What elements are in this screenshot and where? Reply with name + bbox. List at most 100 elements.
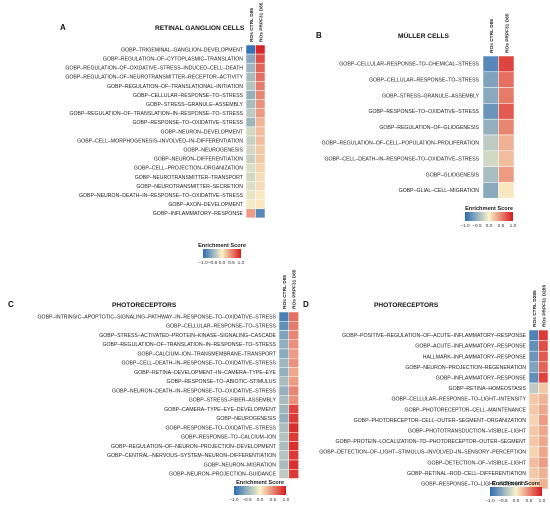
heatmap-cell [528, 456, 539, 469]
heatmap-cell [245, 44, 256, 55]
row-label: GOBP–REGULATION–OF–TRANSLATION–IN–RESPON… [102, 342, 276, 348]
row-label: GOBP–STRESS–GRANULE–ASSEMBLY [146, 102, 244, 108]
heatmap-cell [288, 413, 299, 424]
heatmap-cell [528, 372, 539, 384]
legend-title: Enrichment Score [465, 206, 513, 212]
legend-tick-label: −0.5 [208, 260, 218, 266]
row-label: GOBP–DETECTION–OF–VISIBLE–LIGHT [427, 460, 526, 466]
heatmap-cell [245, 53, 256, 64]
legend-tick-label: −1.0 [460, 223, 470, 229]
column-label: ROs PRPF31 D85 [504, 13, 510, 53]
row-label: GOBP–CELL–PROJECTION–ORGANIZATION [134, 166, 243, 172]
heatmap-cell [288, 367, 299, 377]
column-label: ROs CTRL D85 [489, 19, 495, 53]
row-label: GOBP–RESPONSE–TO–OXIDATIVE–STRESS [368, 109, 479, 115]
row-label: HALLMARK–INFLAMMATORY–RESPONSE [423, 354, 527, 360]
heatmap-panel-d: D PHOTORECEPTORS ROs CTRL D285 ROs PRPF31 D… [303, 285, 549, 504]
heatmap-cell [538, 329, 549, 341]
legend-tick-label: 0.0 [257, 497, 264, 503]
row-label: GOBP–STRESS–FIBER–ASSEMBLY [189, 398, 277, 404]
legend-tick-label: −0.5 [472, 223, 482, 229]
row-label: GOBP–CELLULAR–RESPONSE–TO–STRESS [369, 78, 480, 84]
heatmap-cell [245, 190, 256, 200]
heatmap-cell [482, 71, 499, 88]
row-label: GOBP–RESPONSE–TO–OXIDATIVE–STRESS [165, 425, 276, 431]
legend-tick-label: 0.5 [498, 223, 505, 229]
row-label: GOBP–REGULATION–OF–CELL–POPULATION–PROLI… [322, 141, 480, 147]
column-label: ROs PRPF31 D285 [541, 285, 547, 327]
heatmap-cell [538, 382, 549, 394]
heatmap-cell [245, 117, 256, 128]
row-label: GOBP–INTRINSIC–APOPTOTIC–SIGNALING–PATHW… [38, 314, 277, 320]
column-label: ROs PRPF31 D85 [292, 269, 298, 309]
column-label: ROs PRPF31 D85 [258, 2, 264, 42]
row-label: GOBP–AXON–DEVELOPMENT [168, 202, 243, 208]
panel-letter: B [316, 31, 322, 40]
legend-tick-label: −0.5 [242, 497, 252, 503]
heatmap-cell [538, 414, 549, 426]
heatmap-cell [255, 62, 266, 73]
heatmap-cell [245, 181, 256, 191]
heatmap-cell [278, 339, 290, 350]
heatmap-cell [278, 385, 290, 396]
heatmap-panel-b: B MÜLLER CELLS ROs CTRL D85 ROs PRPF31 D85 G… [316, 13, 517, 229]
row-label: GOBP–STRESS–GRANULE–ASSEMBLY [382, 93, 480, 99]
heatmap-cell [538, 446, 549, 458]
row-label: GOBP–REGULATION–OF–TRANSLATIONAL–INITIAT… [107, 84, 243, 90]
heatmap-cell [278, 413, 290, 424]
heatmap-cell [528, 467, 539, 479]
heatmap-cell [538, 456, 549, 469]
heatmap-cell [278, 367, 290, 377]
heatmap-cell [498, 166, 515, 183]
heatmap-cell [538, 425, 549, 437]
row-label: GOBP–PROTEIN–LOCALIZATION–TO–PHOTORECEPT… [336, 439, 527, 445]
row-label: GOBP–ACUTE–INFLAMMATORY–RESPONSE [415, 344, 526, 350]
row-label: GOBP–POSITIVE–REGULATION–OF–ACUTE–INFLAM… [342, 333, 526, 339]
heatmap-cell [278, 395, 290, 405]
row-label: GOBP–INFLAMMATORY–RESPONSE [153, 211, 244, 217]
heatmap-cell [245, 163, 256, 173]
row-label: GOBP–CELL–MORPHOGENESIS–INVOLVED–IN–DIFF… [77, 138, 243, 144]
heatmap-cell [255, 117, 266, 128]
heatmap-cell [245, 90, 256, 100]
heatmap-cell [288, 339, 299, 350]
heatmap-cell [528, 382, 539, 394]
heatmap-cell [278, 422, 290, 433]
row-label: GOBP–DETECTION–OF–LIGHT–STIMULUS–INVOLVE… [319, 450, 526, 456]
legend-tick-label: 1.0 [238, 260, 245, 266]
panel-letter: D [303, 300, 309, 309]
heatmap-cell [482, 134, 499, 152]
heatmap-cell [288, 469, 299, 479]
row-label: GOBP–NEURON–DEVELOPMENT [161, 129, 244, 135]
legend-tick-label: 0.5 [228, 260, 235, 266]
heatmap-cell [528, 446, 539, 458]
row-label: GOBP–NEURON–PROJECTION–GUIDANCE [169, 472, 276, 478]
heatmap-cell [255, 144, 266, 155]
row-label: GOBP–CAMERA–TYPE–EYE–DEVELOPMENT [164, 407, 277, 413]
legend-tick-label: 0.5 [526, 498, 533, 504]
row-label: GOBP–NEUROGENESIS [183, 147, 243, 153]
row-label: GOBP–PHOTOTRANSDUCTION–VISIBLE–LIGHT [408, 429, 527, 435]
heatmap-cell [245, 144, 256, 155]
legend-title: Enrichment Score [198, 243, 246, 249]
column-label: ROs CTRL D85 [282, 275, 288, 309]
heatmap-cell [255, 72, 266, 82]
legend-tick-label: 1.0 [510, 223, 517, 229]
heatmap-cell [255, 108, 266, 119]
heatmap-cell [528, 361, 539, 373]
legend-tick-label: −1.0 [198, 260, 208, 266]
heatmap-cell [278, 459, 290, 470]
panel-title: PHOTORECEPTORS [112, 302, 177, 309]
panel-title: PHOTORECEPTORS [374, 302, 439, 309]
row-label: GOBP–REGULATION–OF–NEURON–PROJECTION–DEV… [111, 444, 277, 450]
row-label: GOBP–RETINAL–ROD–CELL–DIFFERENTIATION [407, 471, 526, 477]
column-label: ROs CTRL D85 [249, 8, 255, 42]
heatmap-cell [245, 81, 256, 91]
heatmap-cell [255, 199, 266, 210]
row-label: GOBP–RESPONSE–TO–LIGHT–INTENSITY [421, 482, 526, 488]
heatmap-cell [498, 103, 515, 120]
panel-title: RETINAL GANGLION CELLS [155, 25, 245, 32]
heatmap-cell [288, 321, 299, 331]
heatmap-panel-a: A RETINAL GANGLION CELLS ROs CTRL D85 ROs P… [60, 2, 266, 266]
heatmap-cell [245, 153, 256, 164]
